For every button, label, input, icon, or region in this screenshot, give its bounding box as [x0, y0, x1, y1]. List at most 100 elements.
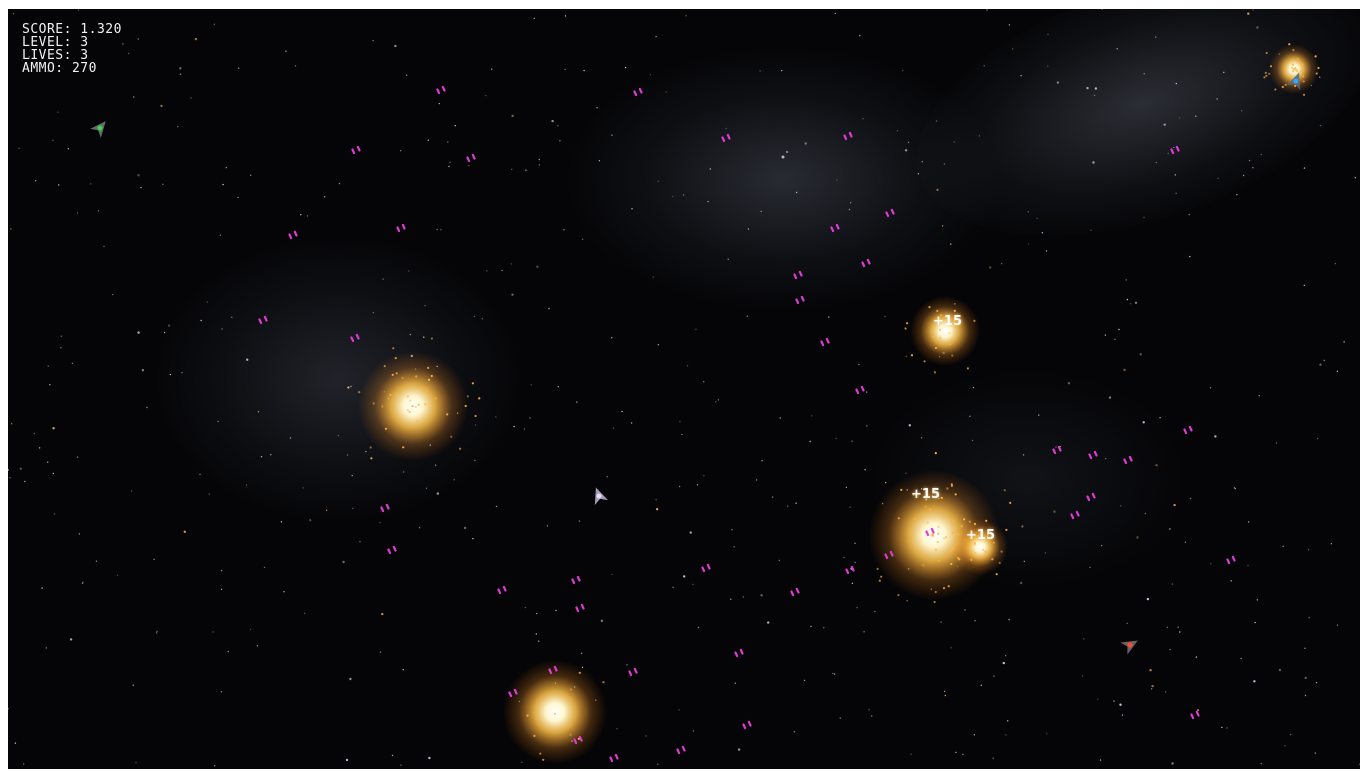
star [220, 569, 223, 572]
star [1177, 626, 1179, 628]
explosion-spark [910, 354, 914, 357]
explosion-spark [937, 559, 940, 563]
star [936, 188, 939, 192]
explosion-spark [1294, 67, 1297, 70]
star [793, 731, 795, 733]
explosion-spark [878, 579, 881, 582]
star [510, 263, 512, 265]
star [1314, 752, 1317, 754]
explosion-spark [430, 374, 433, 378]
star [1047, 33, 1049, 36]
star [717, 399, 720, 401]
explosion-spark [906, 322, 909, 325]
star [772, 496, 774, 498]
star [513, 425, 515, 428]
star [14, 742, 17, 744]
explosion-spark [406, 409, 409, 412]
star [1139, 353, 1142, 356]
star [1214, 435, 1217, 438]
explosion-spark [934, 590, 937, 594]
star [67, 148, 69, 150]
enemy-bullet [734, 648, 744, 658]
effects-layer [90, 43, 1320, 764]
explosion-spark [923, 360, 926, 363]
star [19, 467, 22, 470]
star [1175, 192, 1177, 194]
star [372, 39, 374, 42]
star [1359, 763, 1360, 765]
star [1217, 177, 1219, 180]
star [447, 141, 449, 143]
star [1021, 525, 1024, 528]
star [917, 173, 920, 175]
explosion-spark [912, 493, 915, 496]
star [34, 180, 37, 182]
explosion-spark [953, 309, 956, 312]
star [1146, 597, 1150, 601]
star [1041, 232, 1044, 234]
star [485, 94, 487, 97]
star [905, 355, 907, 357]
star [942, 225, 944, 227]
star [468, 165, 470, 167]
star [811, 415, 813, 417]
explosion-spark [446, 413, 449, 416]
explosion-spark [940, 314, 943, 317]
star [309, 519, 312, 522]
explosion-spark [934, 452, 937, 455]
star [715, 401, 717, 403]
star [848, 208, 851, 211]
explosion-spark [950, 562, 953, 566]
star [555, 609, 557, 612]
star [1126, 298, 1129, 301]
star [795, 191, 798, 194]
star [686, 365, 689, 367]
game-viewport[interactable]: +15 +15 +15 SCORE: 1.320 LEVEL: 3 LIVES:… [8, 9, 1360, 769]
star [135, 762, 137, 764]
star [163, 331, 166, 334]
star [1053, 510, 1056, 513]
star [834, 12, 836, 15]
star [535, 633, 537, 635]
star [955, 751, 957, 754]
star [342, 560, 345, 564]
explosion-spark [381, 405, 384, 408]
star [90, 183, 92, 185]
star [964, 609, 966, 611]
star [833, 673, 836, 675]
star [734, 682, 737, 684]
star [672, 195, 674, 198]
explosion-spark [992, 541, 995, 544]
star [1055, 446, 1057, 448]
star [920, 437, 923, 439]
star [300, 214, 302, 216]
star [864, 469, 866, 471]
star [1308, 617, 1310, 619]
enemy-bullet [1070, 510, 1080, 520]
star [434, 464, 437, 466]
enemy-bullet [721, 133, 731, 143]
star [8, 469, 10, 471]
star [828, 316, 830, 318]
star [76, 212, 79, 214]
star [1260, 153, 1262, 156]
star [8, 708, 9, 710]
star [969, 415, 971, 417]
star [1159, 417, 1161, 419]
star [1221, 726, 1223, 729]
star [303, 612, 306, 615]
explosion-spark [951, 520, 954, 523]
enemy-bullet [830, 223, 840, 233]
star [1178, 117, 1181, 119]
star [351, 474, 353, 477]
star [630, 422, 633, 424]
explosion-spark [430, 337, 433, 340]
explosion-spark [934, 548, 938, 551]
star [379, 521, 381, 524]
star [24, 480, 26, 483]
star [760, 210, 762, 213]
explosion-spark [876, 567, 879, 571]
star [199, 473, 201, 475]
explosion-spark [966, 367, 970, 370]
explosion-spark [929, 508, 932, 511]
